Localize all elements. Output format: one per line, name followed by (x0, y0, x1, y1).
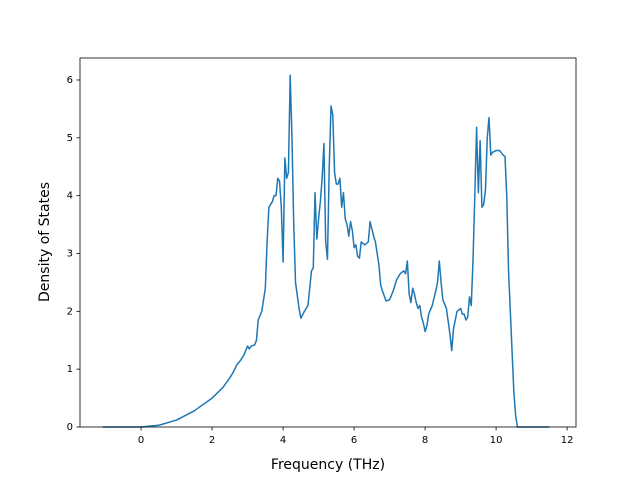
y-axis-label: Density of States (37, 182, 53, 302)
dos-line (102, 74, 550, 428)
x-axis-label: Frequency (THz) (271, 457, 385, 473)
x-tick-label: 4 (280, 435, 286, 446)
x-tick-label: 2 (209, 435, 215, 446)
x-tick-label: 8 (422, 435, 428, 446)
y-tick-label: 4 (67, 191, 73, 202)
y-tick-label: 0 (67, 422, 73, 433)
y-tick-label: 1 (67, 364, 73, 375)
plot-frame (79, 57, 577, 428)
x-tick-label: 10 (490, 435, 503, 446)
y-tick-label: 2 (67, 306, 73, 317)
x-tick-label: 6 (351, 435, 357, 446)
y-tick-label: 3 (67, 248, 73, 259)
y-tick-label: 5 (67, 133, 73, 144)
y-tick-label: 6 (67, 75, 73, 86)
x-tick-label: 0 (138, 435, 144, 446)
x-tick-label: 12 (561, 435, 574, 446)
